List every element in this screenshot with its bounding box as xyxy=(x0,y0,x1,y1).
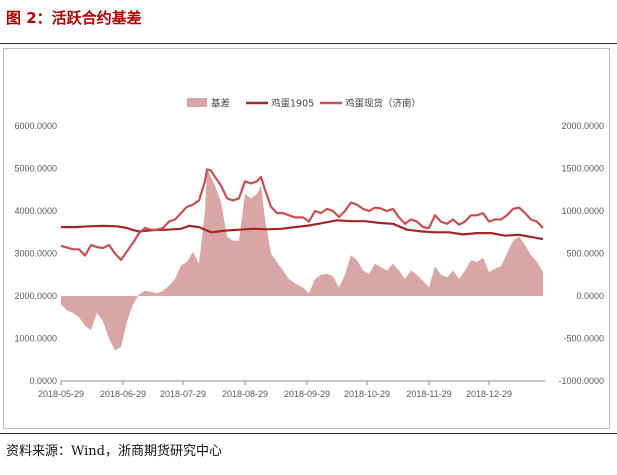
legend-label: 基差 xyxy=(211,98,230,110)
left-y-tick-label: 0.0000 xyxy=(29,376,57,386)
x-tick-label: 2018-06-29 xyxy=(100,389,146,399)
right-y-tick-label: -500.0000 xyxy=(563,334,604,344)
chart-frame xyxy=(3,48,610,429)
spot-jinan-line xyxy=(60,168,544,261)
x-tick-label: 2018-09-29 xyxy=(284,389,330,399)
figure-title: 图 2：活跃合约基差 xyxy=(6,9,142,27)
x-tick-label: 2018-05-29 xyxy=(38,389,84,399)
x-tick-label: 2018-11-29 xyxy=(406,389,451,399)
left-y-tick-label: 4000.0000 xyxy=(14,206,57,216)
right-y-tick-label: 500.0000 xyxy=(566,249,604,259)
source-rule xyxy=(0,433,617,434)
right-y-tick-label: 2000.0000 xyxy=(561,121,604,131)
right-y-tick-label: -1000.0000 xyxy=(558,376,604,386)
legend-label: 鸡蛋现货（济南） xyxy=(345,98,421,110)
x-tick-label: 2018-07-29 xyxy=(160,389,206,399)
basis-chart: 0.0000 1000.0000 2000.0000 3000.0000 4000.00… xyxy=(14,98,604,400)
x-tick-label: 2018-08-29 xyxy=(222,389,268,399)
futures-1905-line xyxy=(61,219,544,241)
spread-area-layer xyxy=(61,168,543,351)
source-note: 资料来源：Wind，浙商期货研究中心 xyxy=(6,444,222,459)
legend: 基差 鸡蛋1905 鸡蛋现货（济南） xyxy=(187,98,421,110)
left-y-tick-label: 5000.0000 xyxy=(14,164,57,174)
right-y-tick-label: 1000.0000 xyxy=(561,206,604,216)
left-y-tick-label: 6000.0000 xyxy=(14,121,57,131)
x-tick-label: 2018-12-29 xyxy=(466,389,512,399)
right-y-tick-label: 0.0000 xyxy=(576,291,604,301)
axes-layer: 0.0000 1000.0000 2000.0000 3000.0000 4000.00… xyxy=(14,121,604,399)
legend-swatch-spread xyxy=(187,98,207,107)
legend-label: 鸡蛋1905 xyxy=(271,98,314,110)
price-lines-layer xyxy=(60,168,544,261)
left-y-tick-label: 3000.0000 xyxy=(14,249,57,259)
title-rule xyxy=(0,43,617,44)
x-tick-label: 2018-10-29 xyxy=(344,389,390,399)
right-y-tick-label: 1500.0000 xyxy=(561,164,604,174)
left-y-tick-label: 1000.0000 xyxy=(14,334,57,344)
left-y-tick-label: 2000.0000 xyxy=(14,291,57,301)
spread-area xyxy=(61,168,543,351)
